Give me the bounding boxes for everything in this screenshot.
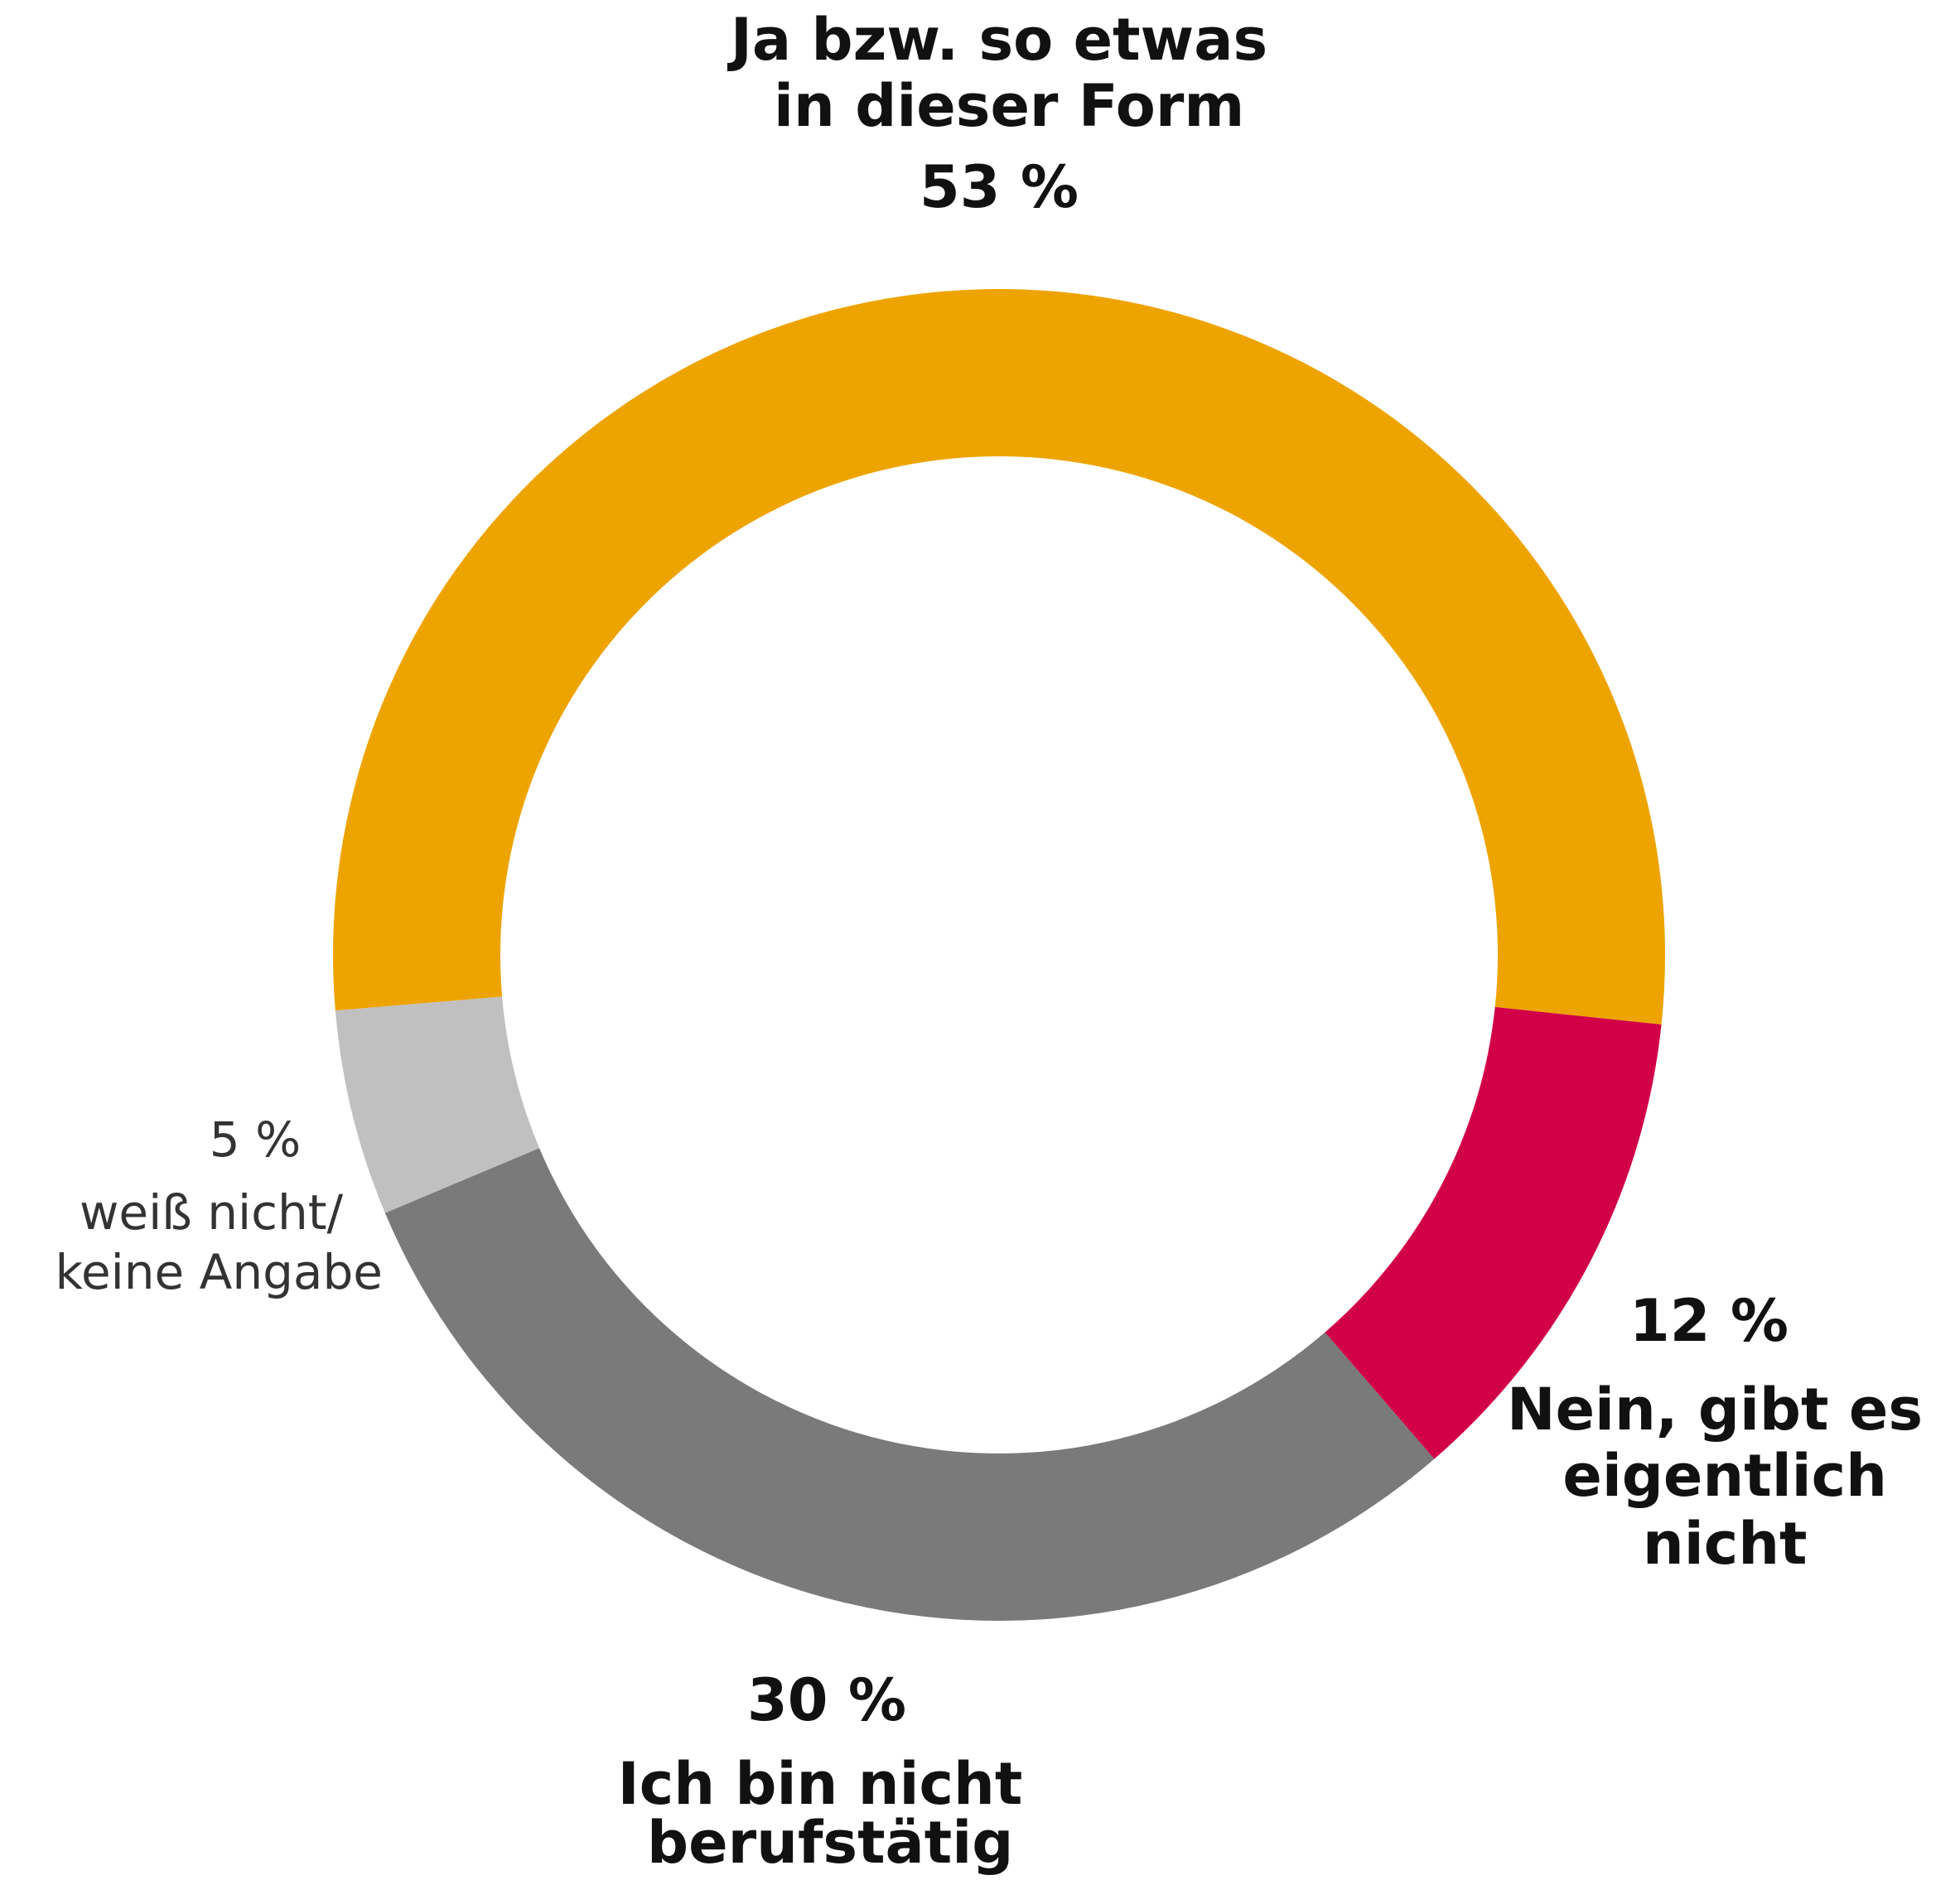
value-label: 30 % xyxy=(747,1666,906,1734)
donut-slice xyxy=(335,996,540,1213)
value-label: 12 % xyxy=(1629,1287,1789,1355)
donut-slice xyxy=(384,1148,1435,1621)
donut-slice xyxy=(332,288,1666,1025)
category-label: Ich bin nicht berufstätig xyxy=(618,1750,1023,1877)
category-label: Ja bzw. so etwas in dieser Form xyxy=(727,6,1267,140)
category-label: Nein, gibt es eigentlich nicht xyxy=(1507,1376,1923,1578)
value-label: 53 % xyxy=(920,153,1079,221)
category-label: weiß nicht/ keine Angabe xyxy=(40,1184,383,1300)
donut-slice xyxy=(1325,1006,1662,1459)
value-label: 5 % xyxy=(210,1111,301,1168)
